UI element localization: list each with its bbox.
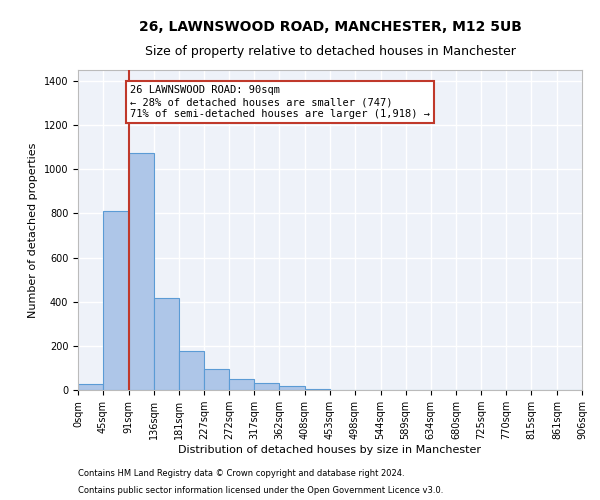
Bar [280, 386, 305, 390]
Bar [229, 379, 254, 390]
Text: Contains public sector information licensed under the Open Government Licence v3: Contains public sector information licen… [78, 486, 443, 495]
X-axis label: Distribution of detached houses by size in Manchester: Distribution of detached houses by size … [179, 445, 482, 455]
Bar [305, 389, 330, 390]
Y-axis label: Number of detached properties: Number of detached properties [28, 142, 38, 318]
Bar [204, 369, 229, 390]
Text: 26, LAWNSWOOD ROAD, MANCHESTER, M12 5UB: 26, LAWNSWOOD ROAD, MANCHESTER, M12 5UB [139, 20, 521, 34]
Bar [78, 384, 103, 390]
Text: 26 LAWNSWOOD ROAD: 90sqm
← 28% of detached houses are smaller (747)
71% of semi-: 26 LAWNSWOOD ROAD: 90sqm ← 28% of detach… [130, 86, 430, 118]
Bar [179, 350, 204, 390]
Text: Contains HM Land Registry data © Crown copyright and database right 2024.: Contains HM Land Registry data © Crown c… [78, 468, 404, 477]
Bar [103, 211, 128, 390]
Bar [154, 298, 179, 390]
Bar [128, 153, 154, 390]
Text: Size of property relative to detached houses in Manchester: Size of property relative to detached ho… [145, 45, 515, 58]
Bar [254, 384, 280, 390]
